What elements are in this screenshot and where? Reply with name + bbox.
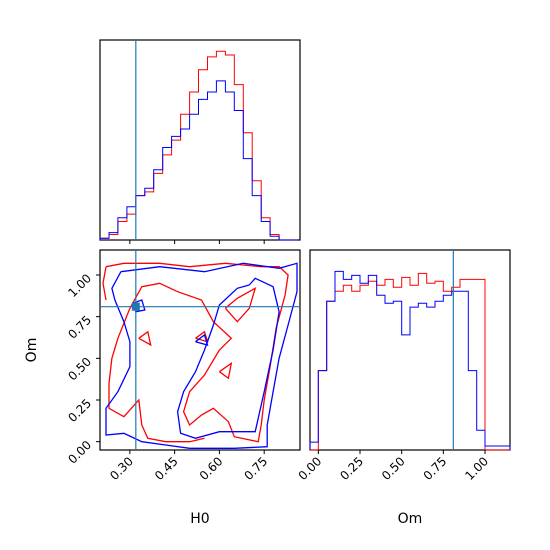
- truth-marker: [131, 302, 140, 311]
- h0-histogram-panel: [99, 39, 301, 244]
- h0-om-contour-frame: [99, 249, 301, 451]
- contour-red: [105, 262, 289, 443]
- om-hist-tick-label: 0.25: [337, 454, 366, 483]
- h0-histogram-red: [99, 50, 297, 241]
- h0-tick-label: 0.60: [197, 454, 226, 483]
- om-histogram-red: [310, 272, 510, 451]
- contour-red: [195, 330, 209, 343]
- h0-histogram-frame: [99, 39, 301, 241]
- contour-blue: [176, 277, 280, 439]
- h0-tick-label: 0.75: [242, 454, 271, 483]
- contour-blue: [105, 262, 298, 449]
- om-hist-tick-label: 0.00: [296, 454, 325, 483]
- contour-red: [224, 286, 257, 323]
- h0-tick-label: 0.45: [152, 454, 181, 483]
- h0-tick-label: 0.30: [107, 454, 136, 483]
- h0-om-contour-panel: 0.30 0.45 0.60 0.75 0.00 0.25 0.50 0.75 1.00 H0…: [24, 249, 301, 527]
- om-histogram-frame: [309, 249, 511, 451]
- om-tick-label: 0.00: [65, 438, 94, 467]
- om-histogram-panel: 0.00 0.25 0.50 0.75 1.00 Om: [296, 249, 511, 527]
- h0-histogram-marks: [99, 40, 297, 244]
- om-hist-tick-label: 1.00: [462, 454, 491, 483]
- om-hist-tick-label: 0.75: [421, 454, 450, 483]
- h0-histogram-blue: [99, 80, 297, 241]
- h0-axis-label: H0: [190, 511, 209, 527]
- om-hist-axis-label: Om: [398, 511, 423, 527]
- om-histogram-blue: [309, 270, 511, 450]
- contour-red: [102, 266, 107, 301]
- h0-axis-ticks: 0.30 0.45 0.60 0.75: [107, 450, 270, 483]
- h0-om-contour-marks: [100, 250, 300, 450]
- om-histogram-marks: [309, 250, 511, 451]
- om-axis-label: Om: [24, 338, 40, 363]
- contour-red: [219, 361, 233, 380]
- om-hist-axis-ticks: 0.00 0.25 0.50 0.75 1.00: [296, 450, 491, 483]
- om-tick-label: 0.25: [65, 396, 94, 425]
- om-tick-label: 0.75: [65, 313, 94, 342]
- contour-blue: [195, 333, 209, 346]
- om-hist-tick-label: 0.50: [379, 454, 408, 483]
- om-tick-label: 1.00: [65, 271, 94, 300]
- om-axis-ticks: 0.00 0.25 0.50 0.75 1.00: [65, 271, 100, 467]
- contour-red: [138, 330, 152, 347]
- om-tick-label: 0.50: [65, 355, 94, 384]
